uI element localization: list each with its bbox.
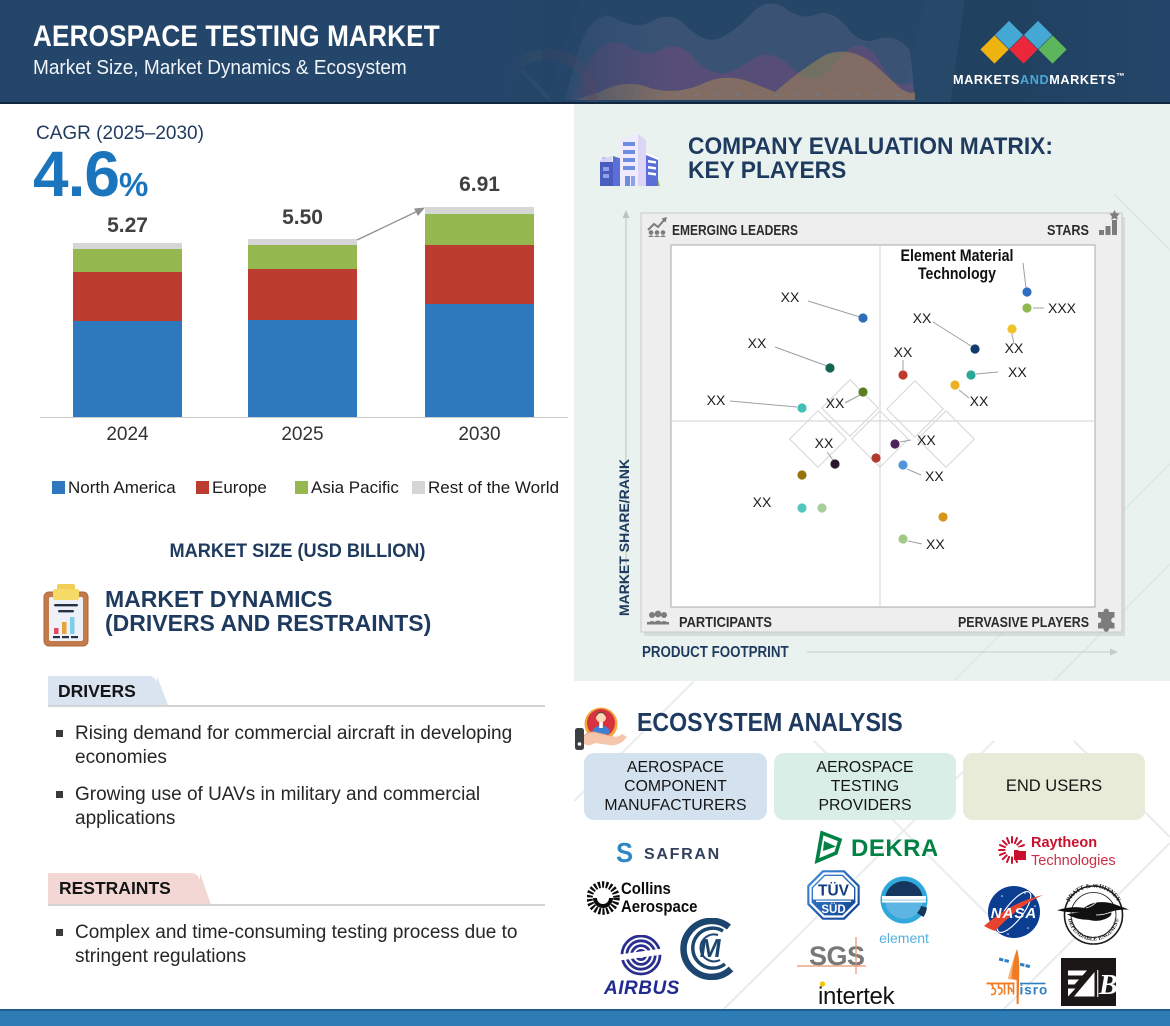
- svg-text:XX: XX: [970, 393, 989, 409]
- svg-text:STARS: STARS: [1047, 222, 1089, 239]
- svg-text:XX: XX: [753, 494, 772, 510]
- svg-text:Aerospace: Aerospace: [621, 898, 698, 916]
- svg-text:SÜD: SÜD: [821, 903, 845, 916]
- svg-text:XX: XX: [1005, 340, 1024, 356]
- svg-text:S: S: [616, 839, 633, 867]
- svg-text:Collins: Collins: [621, 880, 671, 898]
- svg-text:TÜV: TÜV: [818, 883, 850, 900]
- svg-text:NASA: NASA: [991, 905, 1038, 922]
- svg-text:isro: isro: [1020, 983, 1049, 998]
- svg-text:XXX: XXX: [1048, 300, 1077, 316]
- svg-text:Raytheon: Raytheon: [1031, 835, 1097, 851]
- svg-text:XX: XX: [815, 435, 834, 451]
- svg-text:AIRBUS: AIRBUS: [603, 978, 680, 997]
- svg-text:DEKRA: DEKRA: [851, 835, 937, 862]
- svg-text:XX: XX: [748, 335, 767, 351]
- svg-text:Technologies: Technologies: [1031, 853, 1116, 869]
- svg-text:XX: XX: [926, 536, 945, 552]
- svg-text:M: M: [698, 933, 724, 963]
- svg-text:SAFRAN: SAFRAN: [644, 846, 721, 863]
- svg-text:element: element: [879, 930, 929, 946]
- svg-text:XX: XX: [707, 392, 726, 408]
- svg-text:XX: XX: [925, 468, 944, 484]
- svg-text:XX: XX: [913, 310, 932, 326]
- svg-text:EMERGING LEADERS: EMERGING LEADERS: [672, 222, 798, 239]
- svg-text:PERVASIVE PLAYERS: PERVASIVE PLAYERS: [958, 614, 1089, 631]
- svg-text:XX: XX: [826, 395, 845, 411]
- svg-text:XX: XX: [894, 344, 913, 360]
- svg-text:B: B: [1098, 970, 1116, 1001]
- svg-text:XX: XX: [917, 432, 936, 448]
- svg-text:XX: XX: [1008, 364, 1027, 380]
- svg-text:Element Material: Element Material: [901, 246, 1014, 265]
- svg-text:XX: XX: [781, 289, 800, 305]
- svg-text:PARTICIPANTS: PARTICIPANTS: [679, 614, 772, 631]
- svg-text:intertek: intertek: [818, 983, 896, 1010]
- svg-text:Technology: Technology: [918, 264, 996, 283]
- svg-text:MARKETSANDMARKETS™: MARKETSANDMARKETS™: [953, 71, 1125, 87]
